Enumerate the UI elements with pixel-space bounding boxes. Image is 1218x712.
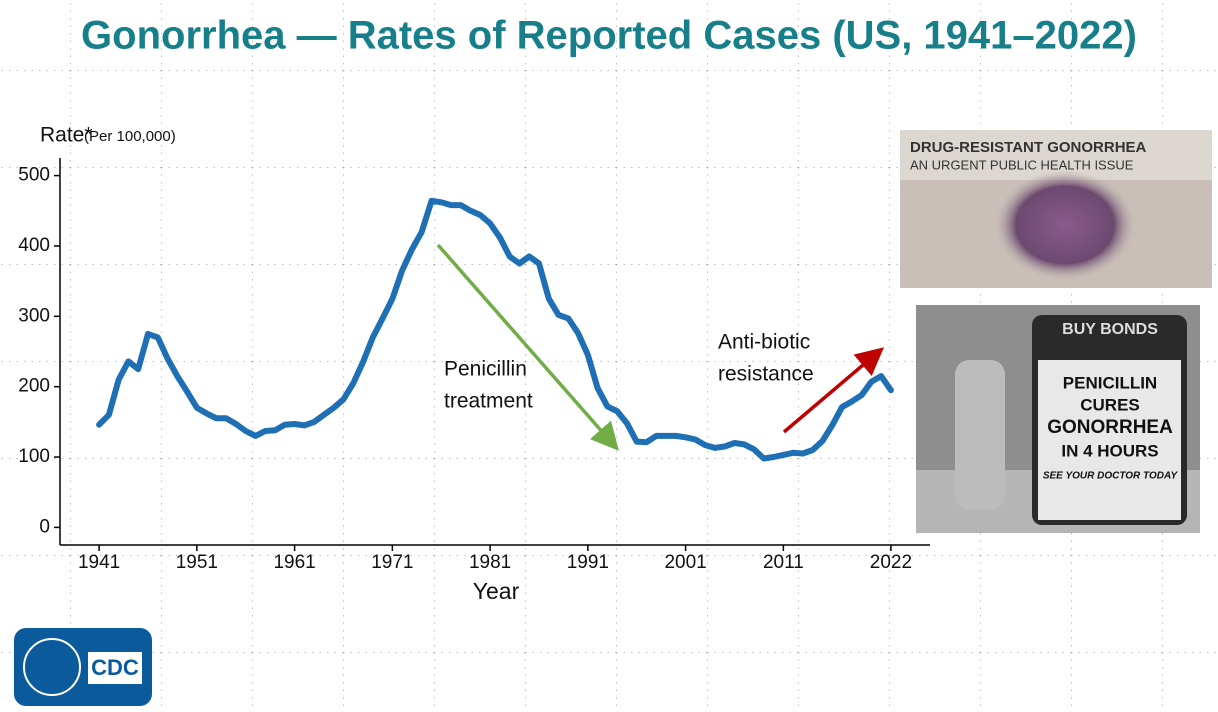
hhs-seal	[23, 638, 81, 696]
x-tick-label: 1971	[371, 552, 413, 573]
y-axis-label: Rate*	[40, 124, 93, 147]
x-tick-label: 2011	[763, 552, 804, 573]
cdc-logo: CDC	[14, 628, 152, 706]
y-axis-unit: (Per 100,000)	[84, 128, 176, 145]
annotation-text: Anti-biotic	[718, 331, 810, 354]
x-tick-label: 1941	[78, 552, 120, 573]
poster	[1038, 360, 1181, 520]
photo-poster: BUY BONDS PENICILLIN CURES GONORRHEA IN …	[916, 305, 1200, 533]
annotation-arrow	[436, 243, 619, 451]
logo-background	[14, 628, 152, 706]
poster-text: BUY BONDS	[1062, 321, 1158, 338]
photo-heading: DRUG-RESISTANT GONORRHEA	[910, 139, 1147, 156]
x-axis-label: Year	[473, 578, 520, 604]
poster-text: GONORRHEA	[1047, 417, 1173, 438]
line-series	[96, 197, 894, 462]
y-tick-label: 200	[18, 376, 50, 397]
hydrant	[955, 360, 1005, 510]
annotation-arrow	[782, 347, 885, 434]
annotation-text: Penicillin	[444, 358, 527, 381]
cdc-box	[88, 652, 142, 684]
x-tick-label: 2022	[870, 552, 912, 573]
poster-text: SEE YOUR DOCTOR TODAY	[1043, 471, 1179, 482]
poster-text: IN 4 HOURS	[1061, 441, 1158, 460]
poster-text: PENICILLIN	[1063, 373, 1157, 392]
photo-subheading: AN URGENT PUBLIC HEALTH ISSUE	[910, 157, 1134, 172]
y-tick-label: 0	[39, 516, 50, 537]
x-tick-label: 1951	[176, 552, 218, 573]
title: Gonorrhea — Rates of Reported Cases (US,…	[81, 14, 1137, 58]
x-tick-label: 1991	[567, 552, 609, 573]
logo-text: CDC	[91, 655, 139, 680]
poster-text: CURES	[1080, 395, 1140, 414]
y-tick-label: 100	[18, 446, 50, 467]
x-tick-label: 1961	[273, 552, 315, 573]
bacterium	[995, 170, 1135, 280]
y-tick-label: 400	[18, 235, 50, 256]
photo-drug-resistant: DRUG-RESISTANT GONORRHEA AN URGENT PUBLI…	[900, 130, 1212, 288]
annotation-text: treatment	[444, 390, 533, 413]
y-tick-label: 500	[18, 165, 50, 186]
x-tick-label: 2001	[664, 552, 706, 573]
x-tick-label: 1981	[469, 552, 511, 573]
y-tick-label: 300	[18, 305, 50, 326]
annotation-text: resistance	[718, 363, 814, 386]
